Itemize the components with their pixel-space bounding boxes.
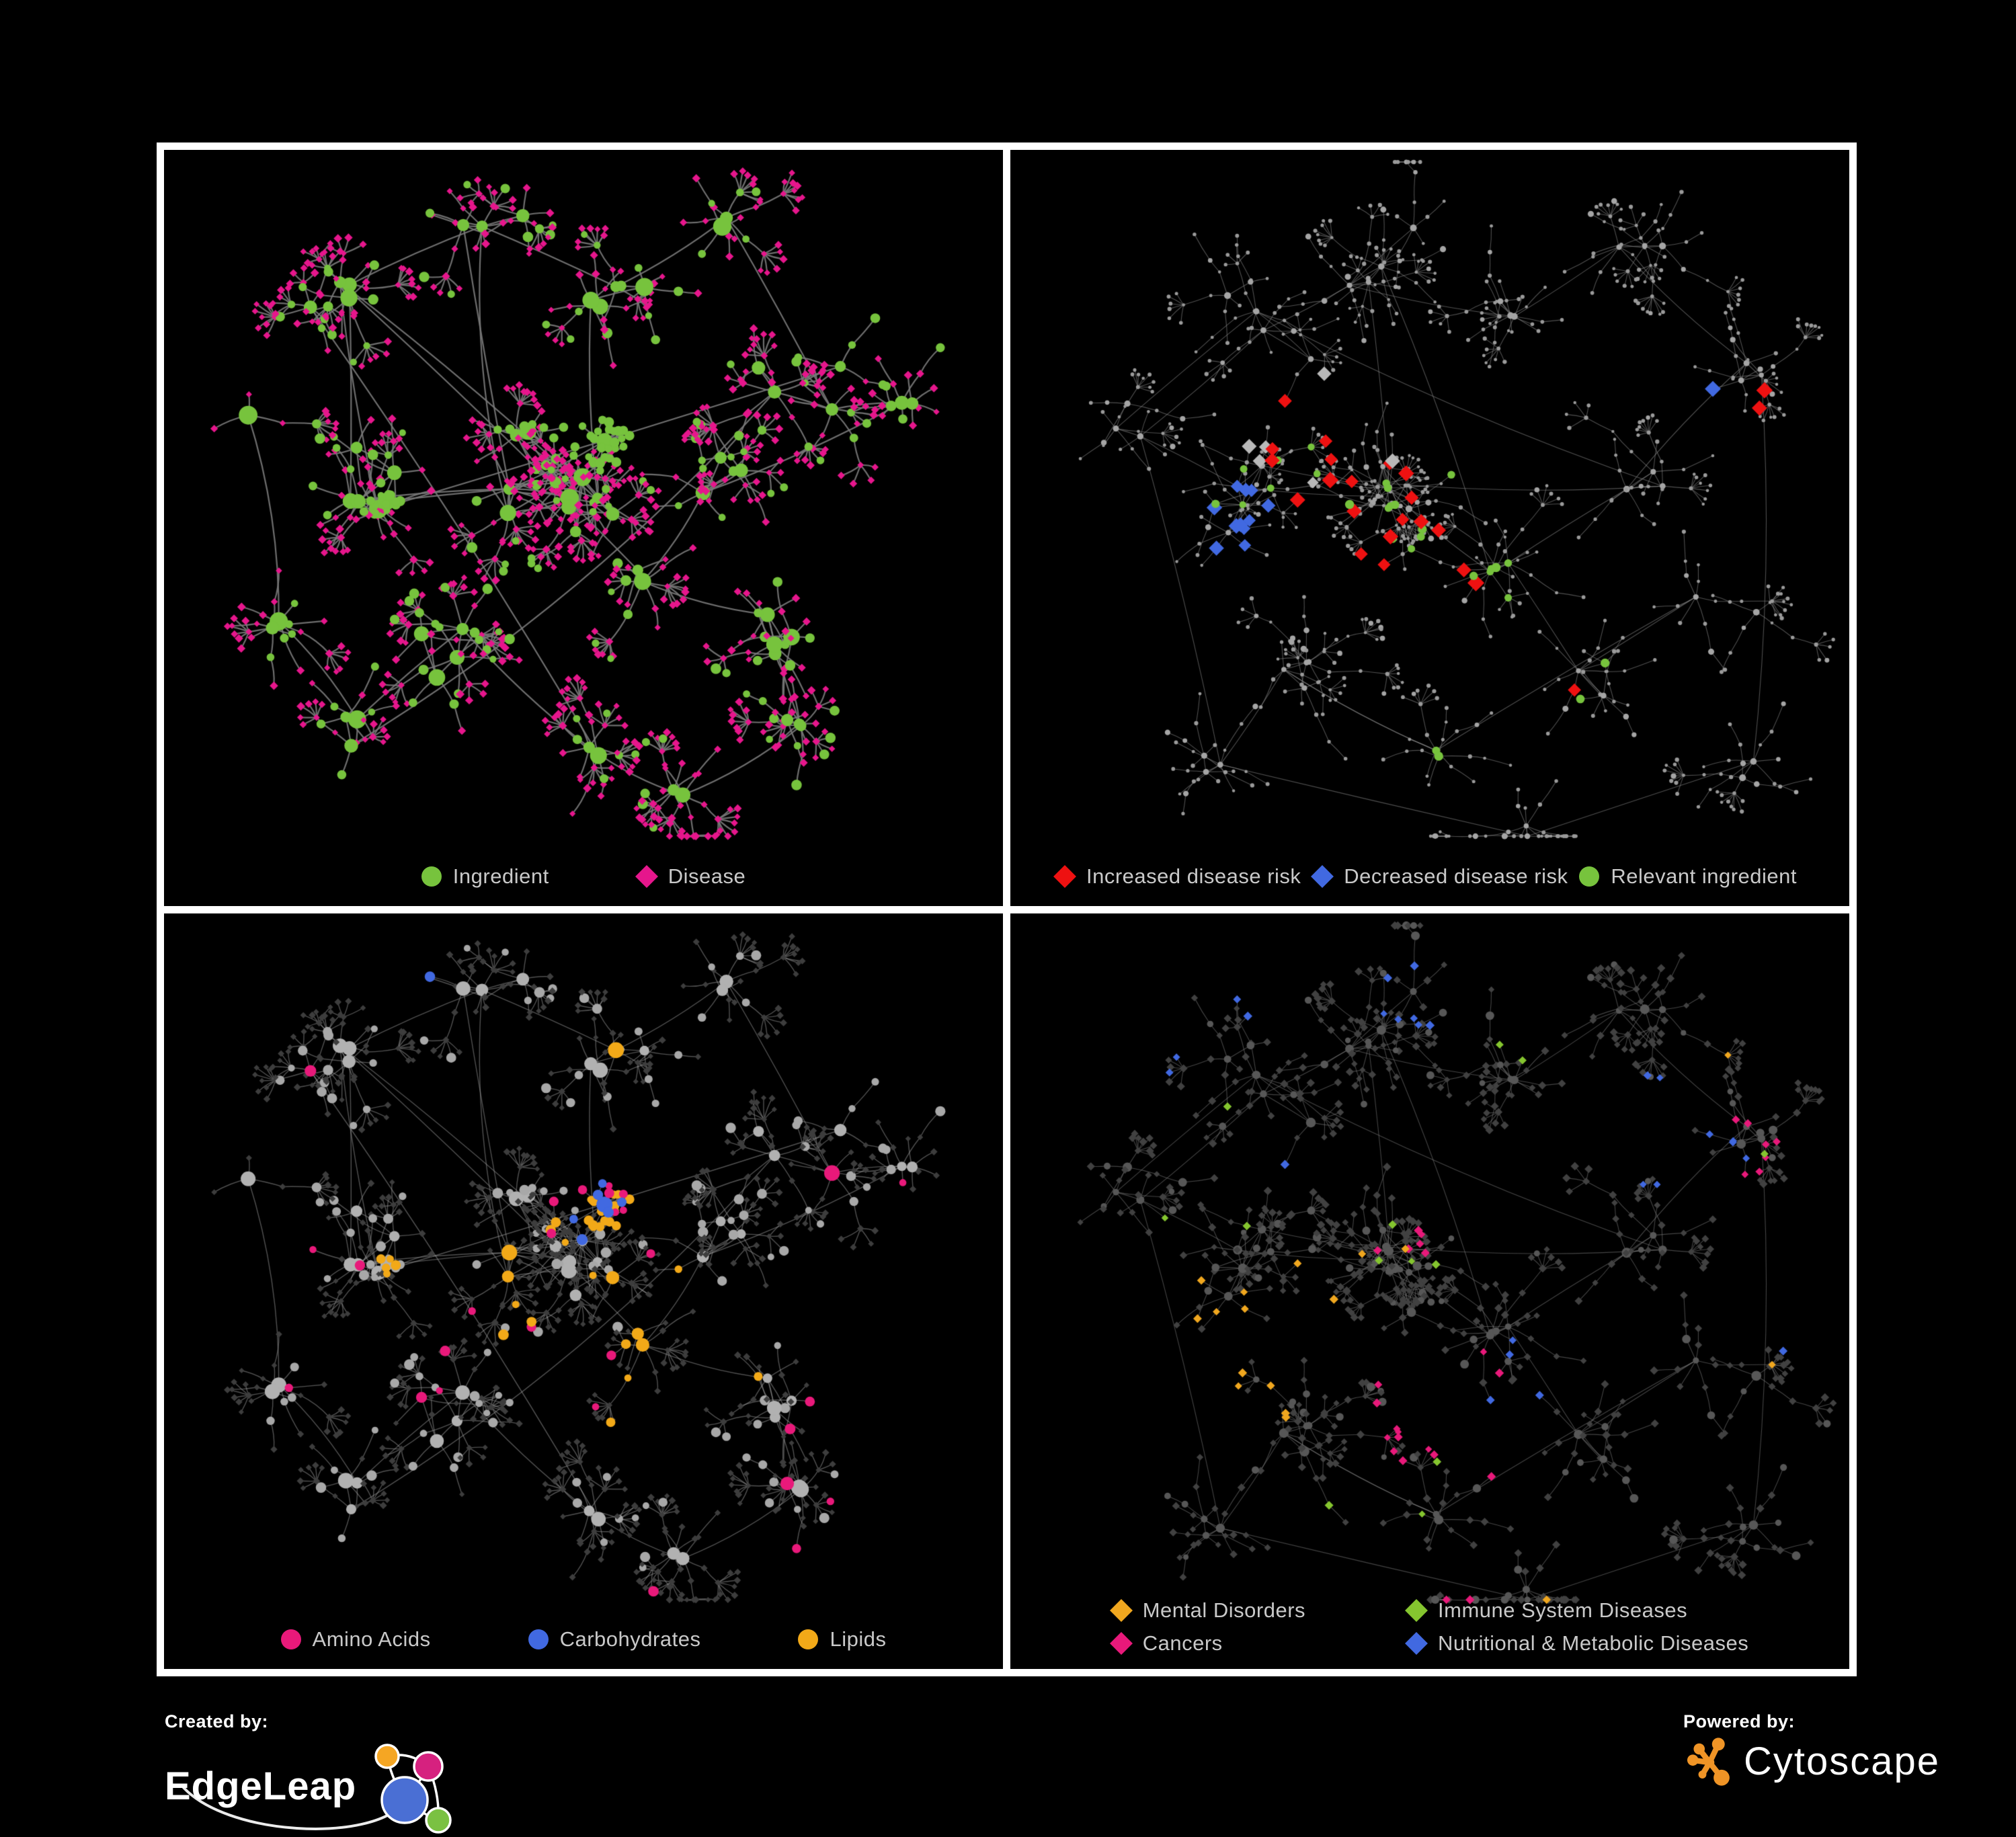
relevant-ingredient-marker <box>1579 866 1600 887</box>
cytoscape-brand-row: Cytoscape <box>1683 1736 1940 1787</box>
edgeleap-logo-icon <box>179 1744 452 1834</box>
legend-item: Relevant ingredient <box>1579 864 1797 889</box>
cancers-marker <box>1109 1632 1133 1655</box>
lipids-marker <box>798 1629 819 1649</box>
decreased-risk-marker <box>1311 864 1334 888</box>
edgeleap-wordmark: EdgeLeap <box>165 1764 357 1808</box>
panel-disease-risk: Increased disease risk Decreased disease… <box>1010 150 1849 906</box>
legend-item: Decreased disease risk <box>1311 864 1568 889</box>
amino-acids-marker <box>280 1629 301 1649</box>
cytoscape-wordmark: Cytoscape <box>1744 1740 1941 1783</box>
nutritional-diseases-marker <box>1405 1632 1428 1655</box>
legend-item: Increased disease risk <box>1053 864 1301 889</box>
legend-item: Disease <box>635 864 746 889</box>
legend-label: Carbohydrates <box>559 1627 701 1651</box>
legend-ingredient-disease: Ingredient Disease <box>164 864 1003 889</box>
legend-label: Relevant ingredient <box>1611 864 1797 888</box>
legend-label: Ingredient <box>452 864 549 888</box>
legend-item: Carbohydrates <box>528 1627 701 1651</box>
legend-label: Mental Disorders <box>1142 1598 1306 1622</box>
disease-marker <box>635 864 658 888</box>
legend-disease-classes: Mental Disorders Immune System Diseases … <box>1010 1598 1849 1656</box>
legend-label: Decreased disease risk <box>1344 864 1568 888</box>
legend-nutrient-classes: Amino Acids Carbohydrates Lipids <box>164 1627 1003 1651</box>
legend-disease-risk: Increased disease risk Decreased disease… <box>1010 864 1849 889</box>
legend-label: Immune System Diseases <box>1438 1598 1688 1622</box>
legend-label: Lipids <box>830 1627 887 1651</box>
legend-label: Disease <box>668 864 746 888</box>
legend-item: Ingredient <box>421 864 549 889</box>
edgeleap-brand-row: EdgeLeap <box>165 1736 467 1837</box>
legend-item: Immune System Diseases <box>1405 1598 1748 1623</box>
legend-label: Nutritional & Metabolic Diseases <box>1438 1631 1749 1655</box>
legend-item: Lipids <box>798 1627 886 1651</box>
figure-grid: Ingredient Disease Increased disease ris… <box>157 142 1857 1676</box>
legend-label: Cancers <box>1142 1631 1223 1655</box>
immune-diseases-marker <box>1405 1599 1428 1622</box>
cytoscape-logo-icon <box>1687 1738 1730 1786</box>
legend-item: Nutritional & Metabolic Diseases <box>1405 1631 1749 1656</box>
panel-nutrient-classes: Amino Acids Carbohydrates Lipids <box>164 913 1003 1669</box>
legend-item: Mental Disorders <box>1109 1598 1306 1623</box>
legend-item: Amino Acids <box>280 1627 431 1651</box>
increased-risk-marker <box>1053 864 1076 888</box>
legend-item: Cancers <box>1109 1631 1305 1656</box>
panel-disease-classes: Mental Disorders Immune System Diseases … <box>1010 913 1849 1669</box>
powered-by-label: Powered by: <box>1683 1711 1796 1731</box>
mental-disorders-marker <box>1109 1599 1133 1622</box>
panel-ingredient-disease: Ingredient Disease <box>164 150 1003 906</box>
legend-label: Increased disease risk <box>1086 864 1301 888</box>
legend-label: Amino Acids <box>312 1627 431 1651</box>
network-canvas-ingredient-disease <box>164 150 1003 906</box>
network-canvas-disease-risk <box>1010 150 1849 906</box>
created-by-label: Created by: <box>165 1711 269 1731</box>
edgeleap-attribution: Created by: EdgeLeap <box>165 1711 467 1837</box>
cytoscape-attribution: Powered by: Cytoscape <box>1683 1711 1940 1787</box>
ingredient-marker <box>421 866 442 887</box>
carbohydrates-marker <box>528 1629 549 1649</box>
network-canvas-disease-classes <box>1010 913 1849 1669</box>
network-canvas-nutrient-classes <box>164 913 1003 1669</box>
